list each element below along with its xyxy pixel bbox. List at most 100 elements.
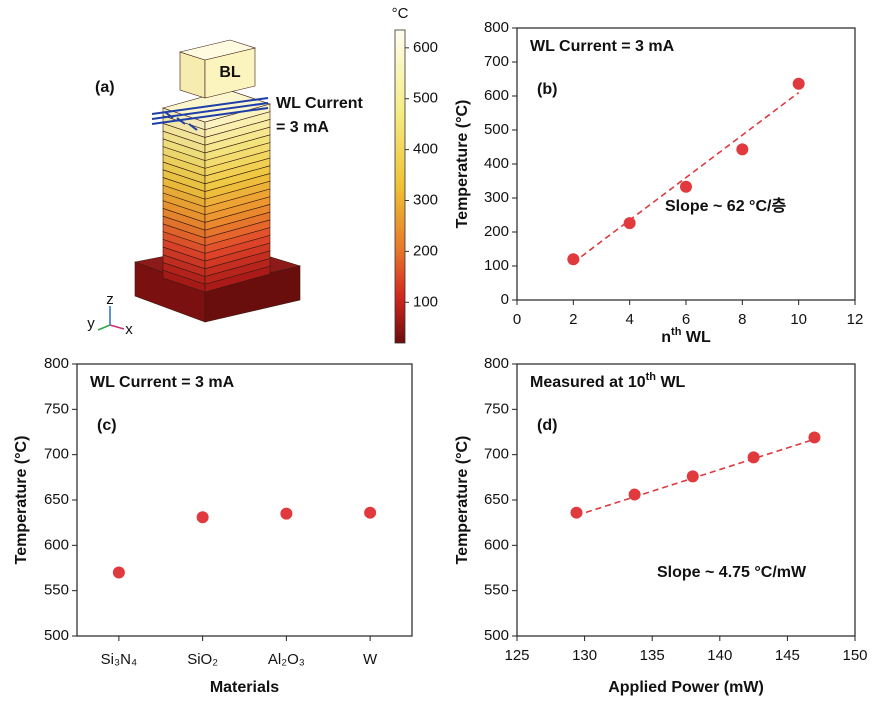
y-tick-label: 500	[484, 627, 509, 644]
annotation: WL Current = 3 mA	[530, 38, 675, 55]
current-label: WL Current	[276, 95, 363, 112]
data-point	[112, 566, 125, 579]
data-point	[570, 506, 583, 519]
y-tick-label: 800	[44, 355, 69, 372]
x-axis-label: nth WL	[661, 326, 711, 346]
annotation: Measured at 10th WL	[530, 371, 686, 391]
slope-label: Slope ~ 62 °C/층	[665, 197, 786, 215]
x-tick-label: 130	[572, 647, 597, 664]
data-point	[736, 143, 749, 156]
y-tick-label: 650	[44, 491, 69, 508]
y-tick-label: 800	[484, 19, 509, 36]
x-axis-label-part: WL	[681, 329, 711, 346]
data-point	[567, 253, 580, 266]
wl-arrow	[188, 123, 198, 131]
wl-line	[151, 107, 269, 125]
colorbar-tick-label: 200	[413, 242, 438, 259]
plot-frame	[516, 363, 856, 637]
y-tick-label: 100	[484, 257, 509, 274]
wl-line	[151, 102, 269, 120]
y-tick-label: 800	[484, 355, 509, 372]
x-tick-label: 0	[513, 311, 521, 328]
colorbar-unit: °C	[392, 5, 409, 22]
data-point	[686, 470, 699, 483]
data-point	[623, 217, 636, 230]
y-tick-label: 600	[484, 87, 509, 104]
colorbar-tick-label: 600	[413, 39, 438, 56]
x-tick-label: 145	[775, 647, 800, 664]
data-point	[628, 488, 641, 501]
wl-line	[151, 97, 269, 115]
x-axis-label: Applied Power (mW)	[608, 679, 764, 696]
x-axis-label: Materials	[210, 679, 279, 696]
y-tick-label: 0	[501, 291, 509, 308]
colorbar-tick-label: 100	[413, 293, 438, 310]
y-axis-label: Temperature (°C)	[13, 436, 30, 565]
y-tick-label: 300	[484, 189, 509, 206]
triad-label: z	[106, 291, 114, 308]
block-label: BL	[219, 64, 241, 81]
panel-label: (c)	[97, 417, 117, 434]
x-tick-label: Si₃N₄	[101, 651, 137, 668]
fit-line	[572, 91, 800, 264]
x-tick-label: 10	[790, 311, 807, 328]
slope-label: Slope ~ 4.75 °C/mW	[657, 564, 807, 581]
y-tick-label: 200	[484, 223, 509, 240]
data-point	[280, 507, 293, 520]
triad-label: x	[125, 321, 133, 338]
y-tick-label: 600	[44, 536, 69, 553]
x-tick-label: 4	[625, 311, 633, 328]
y-tick-label: 650	[484, 491, 509, 508]
x-tick-label: 140	[707, 647, 732, 664]
y-axis-label: Temperature (°C)	[454, 436, 471, 565]
y-tick-label: 500	[44, 627, 69, 644]
colorbar-tick-label: 400	[413, 141, 438, 158]
colorbar-tick-label: 300	[413, 191, 438, 208]
annotation-part: WL	[656, 374, 686, 391]
x-tick-label: W	[363, 651, 378, 668]
annotation: WL Current = 3 mA	[90, 374, 235, 391]
x-tick-label: 150	[842, 647, 867, 664]
annotation-part: th	[646, 371, 657, 383]
y-tick-label: 700	[44, 446, 69, 463]
x-tick-label: 2	[569, 311, 577, 328]
x-tick-label: 8	[738, 311, 746, 328]
current-label: = 3 mA	[276, 119, 329, 136]
y-tick-label: 700	[484, 53, 509, 70]
data-point	[196, 511, 209, 524]
colorbar-tick-label: 500	[413, 90, 438, 107]
x-tick-label: 125	[504, 647, 529, 664]
panel-label: (b)	[537, 81, 557, 98]
x-tick-label: SiO₂	[187, 651, 218, 668]
colorbar	[394, 29, 406, 344]
panel-label: (a)	[95, 79, 115, 96]
y-tick-label: 750	[44, 400, 69, 417]
plot-frame	[76, 363, 413, 637]
panel-label: (d)	[537, 417, 557, 434]
y-tick-label: 500	[484, 121, 509, 138]
data-point	[680, 180, 692, 193]
y-tick-label: 400	[484, 155, 509, 172]
bl-top	[178, 39, 257, 61]
x-tick-label: 135	[640, 647, 665, 664]
y-tick-label: 550	[484, 582, 509, 599]
data-point	[808, 431, 821, 444]
x-tick-label: Al₂O₃	[268, 651, 305, 668]
data-point	[792, 77, 805, 90]
triad-label: y	[87, 315, 95, 332]
x-tick-label: 6	[682, 311, 690, 328]
triad-axis	[109, 324, 125, 330]
y-tick-label: 700	[484, 446, 509, 463]
y-tick-label: 750	[484, 400, 509, 417]
x-axis-label-part: n	[661, 329, 671, 346]
data-point	[747, 451, 760, 464]
y-axis-label: Temperature (°C)	[454, 100, 471, 229]
y-tick-label: 550	[44, 582, 69, 599]
data-point	[364, 506, 377, 519]
tower-layer	[204, 265, 271, 293]
illustration: (a) BL WL Current = 3 mA zx y °C 100 200 300 400 50…	[87, 5, 438, 344]
x-axis-label-part: th	[671, 326, 682, 338]
y-tick-label: 600	[484, 536, 509, 553]
x-tick-label: 12	[847, 311, 864, 328]
